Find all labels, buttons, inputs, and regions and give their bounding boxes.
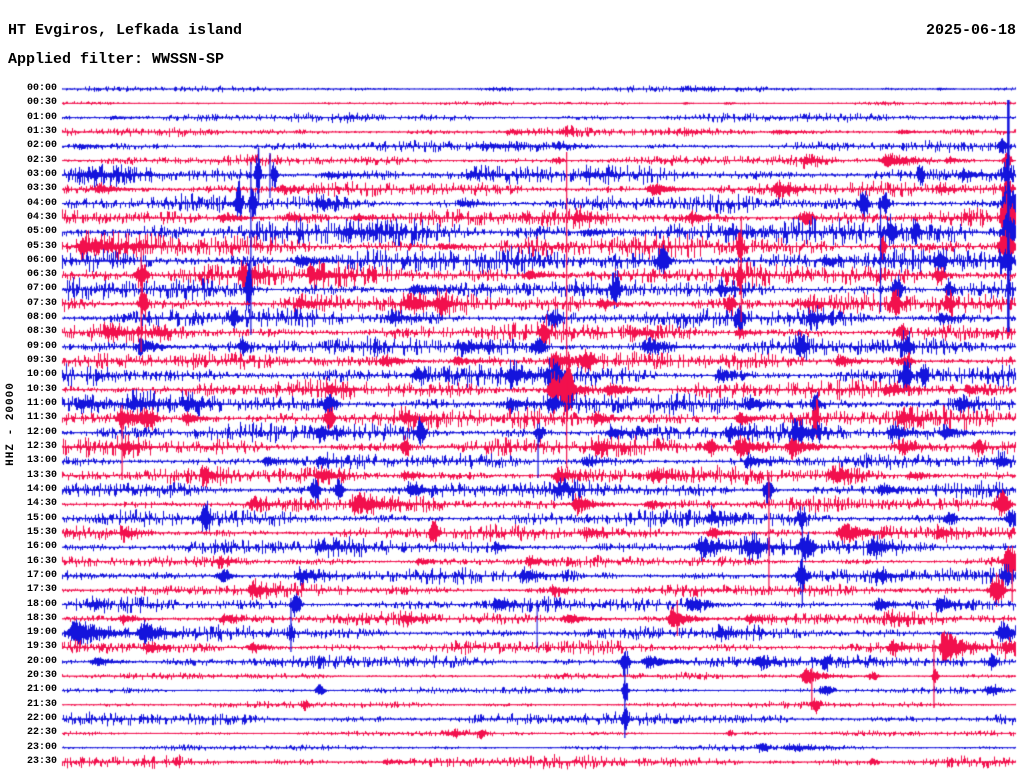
time-label: 11:00 — [26, 398, 57, 410]
time-label: 00:00 — [26, 83, 57, 94]
time-label: 17:30 — [26, 584, 57, 596]
time-label: 19:30 — [26, 641, 57, 653]
time-label: 14:00 — [26, 483, 57, 495]
time-label: 10:30 — [26, 383, 57, 395]
time-label: 02:30 — [26, 154, 57, 166]
time-label: 21:30 — [26, 698, 57, 710]
time-label: 15:00 — [26, 512, 57, 524]
time-label: 06:30 — [26, 269, 57, 281]
time-label: 23:30 — [26, 756, 57, 768]
time-label: 13:00 — [26, 455, 57, 467]
filter-label: Applied filter: WWSSN-SP — [8, 51, 225, 68]
time-label: 19:00 — [26, 627, 57, 639]
time-label: 15:30 — [26, 526, 57, 538]
time-label: 07:00 — [26, 283, 57, 295]
station-title: HT Evgiros, Lefkada island — [8, 22, 243, 39]
time-label: 20:30 — [26, 670, 57, 682]
time-label: 22:30 — [26, 727, 57, 739]
time-label: 18:00 — [26, 598, 57, 610]
time-label: 09:30 — [26, 355, 57, 367]
time-label: 16:00 — [26, 541, 57, 553]
time-label: 20:00 — [26, 655, 57, 667]
time-label: 21:00 — [26, 684, 57, 696]
time-label: 01:00 — [26, 111, 57, 123]
time-label: 12:00 — [26, 426, 57, 438]
time-label: 03:00 — [26, 168, 57, 180]
time-label: 12:30 — [26, 441, 57, 452]
time-label: 02:00 — [26, 140, 57, 152]
time-label: 08:00 — [26, 312, 57, 324]
time-label: 11:30 — [26, 412, 57, 424]
time-label: 01:30 — [26, 125, 57, 137]
time-label: 06:00 — [26, 254, 57, 266]
time-label: 17:00 — [26, 569, 57, 581]
time-label: 22:00 — [26, 713, 57, 725]
time-label: 09:00 — [26, 340, 57, 352]
time-label: 18:30 — [26, 612, 57, 624]
time-label: 23:00 — [26, 741, 57, 753]
time-label: 08:30 — [26, 326, 57, 338]
plot-date: 2025-06-18 — [925, 22, 1016, 39]
time-label: 05:30 — [26, 240, 57, 252]
time-label: 00:30 — [26, 97, 57, 109]
time-label: 16:30 — [26, 555, 57, 567]
time-label: 04:30 — [26, 211, 57, 223]
time-label: 14:30 — [26, 498, 57, 510]
time-label: 05:00 — [26, 226, 57, 238]
time-label: 10:00 — [26, 369, 57, 381]
time-label: 03:30 — [26, 183, 57, 195]
time-label: 13:30 — [26, 469, 57, 481]
time-label: 04:00 — [26, 197, 57, 209]
time-label: 07:30 — [26, 297, 57, 309]
